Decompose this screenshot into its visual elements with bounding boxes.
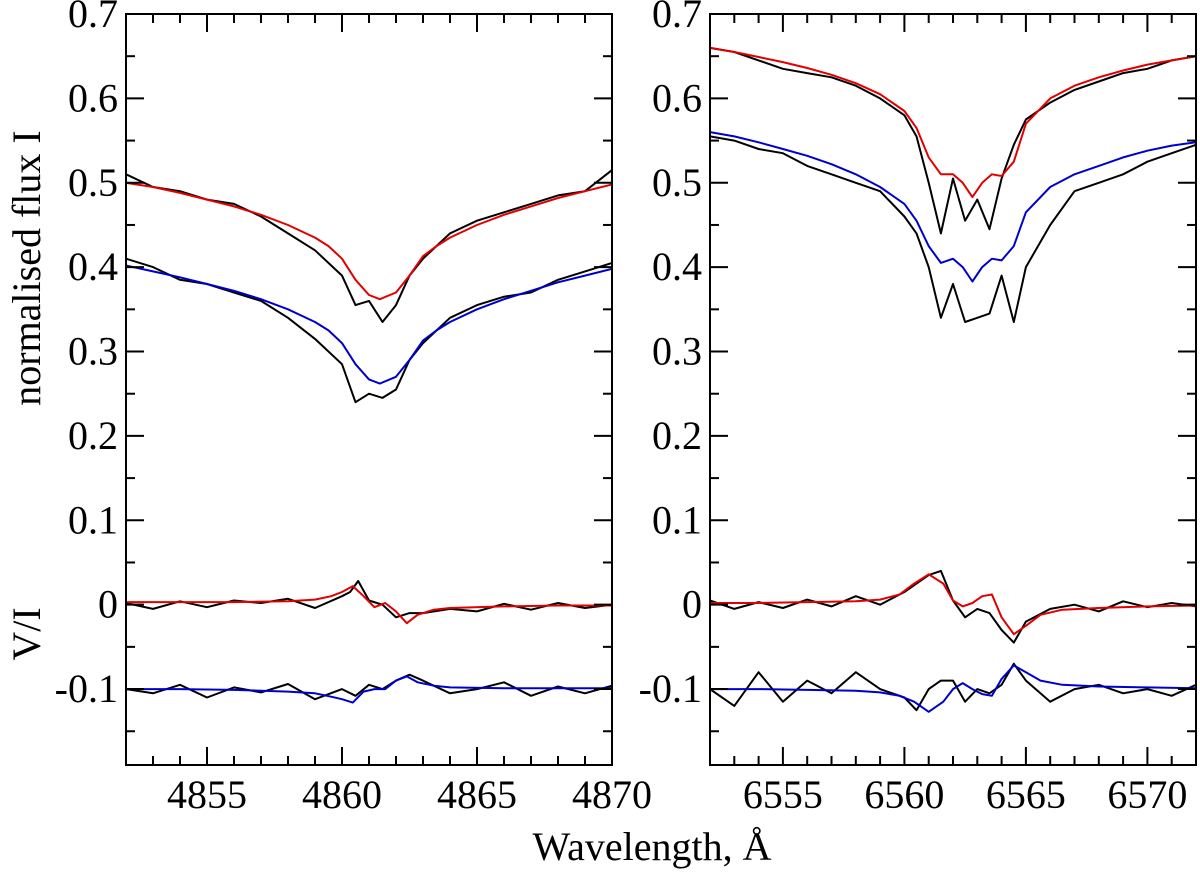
left-observed-line-2 xyxy=(126,257,612,404)
y-tick-label: 0.5 xyxy=(652,160,702,205)
y-tick-label: 0.6 xyxy=(68,75,118,120)
y-axis-label-flux: normalised flux I xyxy=(4,130,49,406)
y-tick-label: 0.7 xyxy=(68,0,118,36)
x-axis-label: Wavelength, Å xyxy=(533,824,772,869)
y-tick-label: 0.4 xyxy=(68,244,118,289)
right-model-line-5 xyxy=(710,573,1196,636)
y-tick-label: 0.3 xyxy=(68,329,118,374)
y-tick-label: 0.5 xyxy=(68,160,118,205)
panel-left: -0.1 0 0.1 0.2 0.3 0.4 0.5 0.6 0.7 4855 4860 4865 48… xyxy=(55,0,652,817)
y-tick-label: -0.1 xyxy=(55,666,118,711)
plot-frame xyxy=(125,13,613,766)
series-group xyxy=(710,46,1196,713)
x-tick-label: 6560 xyxy=(864,772,944,817)
x-tick-label: 4865 xyxy=(437,772,517,817)
x-tick-label: 6565 xyxy=(986,772,1066,817)
y-tick-label: 0.3 xyxy=(652,329,702,374)
y-tick-label: 0 xyxy=(682,582,702,627)
y-tick-label: 0.7 xyxy=(652,0,702,36)
y-tick-label: -0.1 xyxy=(639,666,702,711)
y-tick-label: 0.1 xyxy=(68,497,118,542)
right-observed-line-4 xyxy=(710,569,1196,644)
y-tick-label: 0 xyxy=(98,582,118,627)
right-observed-line-0 xyxy=(710,46,1196,235)
y-tick-label: 0.6 xyxy=(652,75,702,120)
x-tick-label: 6555 xyxy=(743,772,823,817)
left-model-line-1 xyxy=(126,181,612,301)
left-observed-line-4 xyxy=(126,580,612,619)
left-observed-line-6 xyxy=(126,673,612,701)
left-observed-line-0 xyxy=(126,169,612,323)
y-tick-label: 0.4 xyxy=(652,244,702,289)
x-tick-label: 4860 xyxy=(302,772,382,817)
y-axis-label-vi: V/I xyxy=(4,607,49,660)
panel-right: -0.1 0 0.1 0.2 0.3 0.4 0.5 0.6 0.7 6555 6560 6565 65… xyxy=(639,0,1197,817)
y-tick-label: 0.2 xyxy=(652,413,702,458)
x-tick-label: 4870 xyxy=(572,772,652,817)
right-model-line-1 xyxy=(710,46,1196,199)
y-tick-label: 0.2 xyxy=(68,413,118,458)
x-tick-label: 4855 xyxy=(167,772,247,817)
right-observed-line-2 xyxy=(710,135,1196,323)
x-tick-label: 6570 xyxy=(1107,772,1187,817)
right-model-line-3 xyxy=(710,131,1196,283)
left-model-line-7 xyxy=(126,675,612,704)
series-group xyxy=(126,169,612,704)
left-model-line-5 xyxy=(126,585,612,625)
plot-frame xyxy=(709,13,1197,766)
right-model-line-7 xyxy=(710,664,1196,713)
y-tick-label: 0.1 xyxy=(652,497,702,542)
left-model-line-3 xyxy=(126,264,612,385)
